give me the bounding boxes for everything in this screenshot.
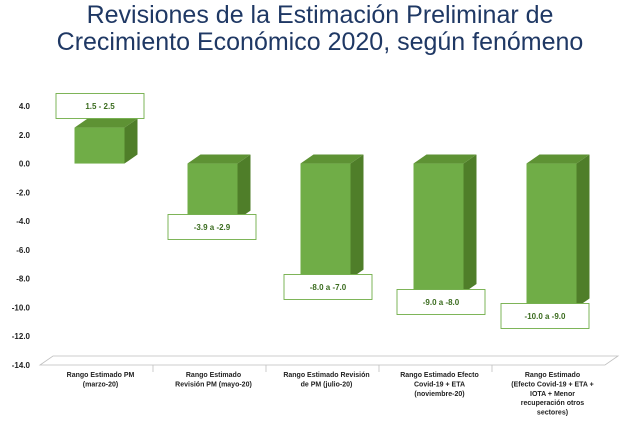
y-tick-label: 2.0 bbox=[19, 131, 31, 140]
bar-top bbox=[74, 118, 138, 128]
bar bbox=[187, 154, 251, 220]
bars-group bbox=[74, 118, 590, 308]
data-labels-group: 1.5 - 2.5 -3.9 a -2.9 -8.0 a -7.0 -9.0 a -8… bbox=[55, 93, 590, 329]
data-label-text: 1.5 - 2.5 bbox=[85, 102, 115, 111]
data-label: -8.0 a -7.0 bbox=[283, 274, 373, 300]
chart-title-line-2: Crecimiento Económico 2020, según fenóme… bbox=[56, 28, 584, 56]
y-tick-label: -8.0 bbox=[16, 275, 30, 284]
data-label-text: -3.9 a -2.9 bbox=[194, 223, 231, 232]
category-labels-group: Rango Estimado PM (marzo-20) Rango Estimad… bbox=[67, 372, 594, 417]
bar bbox=[300, 154, 364, 279]
chart-title: Revisiones de la Estimación Preliminar d… bbox=[0, 2, 640, 56]
data-label-box bbox=[500, 303, 590, 329]
data-label-box bbox=[396, 289, 486, 315]
y-tick-label: -10.0 bbox=[12, 303, 31, 312]
data-label: -3.9 a -2.9 bbox=[167, 214, 257, 240]
bar bbox=[413, 154, 477, 294]
chart-floor bbox=[38, 355, 620, 372]
bar bbox=[526, 154, 590, 308]
category-label: Rango Estimado Revisión PM (mayo-20) bbox=[175, 372, 252, 388]
floor-plane bbox=[38, 355, 620, 366]
bar bbox=[74, 118, 138, 164]
y-tick-label: -4.0 bbox=[16, 217, 30, 226]
bar-top bbox=[187, 154, 251, 164]
category-label: Rango Estimado Efecto Covid-19 + ETA (novi… bbox=[400, 372, 479, 398]
data-label-text: -10.0 a -9.0 bbox=[525, 312, 566, 321]
chart-title-line-1: Revisiones de la Estimación Preliminar d… bbox=[86, 1, 554, 29]
y-tick-label: -12.0 bbox=[12, 332, 31, 341]
y-tick-label: 4.0 bbox=[19, 102, 31, 111]
y-tick-label: 0.0 bbox=[19, 160, 31, 169]
data-label-box bbox=[167, 214, 257, 240]
category-label: Rango Estimado Revisión de PM (julio-20) bbox=[283, 372, 369, 388]
bar-front bbox=[526, 163, 577, 308]
data-label: -9.0 a -8.0 bbox=[396, 289, 486, 315]
bar-front bbox=[300, 163, 351, 279]
bar-side bbox=[576, 154, 590, 308]
category-label: Rango Estimado (Efecto Covid-19 + ETA + IO… bbox=[511, 372, 593, 417]
data-label: -10.0 a -9.0 bbox=[500, 303, 590, 329]
data-label: 1.5 - 2.5 bbox=[55, 93, 145, 119]
y-axis: 4.0 2.0 0.0 -2.0 -4.0 -6.0 -8.0 -10.0 -12.0 -14.0 bbox=[12, 102, 31, 370]
bar-side bbox=[237, 154, 251, 220]
y-tick-label: -14.0 bbox=[12, 361, 31, 370]
bar-top bbox=[300, 154, 364, 164]
data-label-box bbox=[283, 274, 373, 300]
data-label-box bbox=[55, 93, 145, 119]
bar-front bbox=[187, 163, 238, 220]
category-label: Rango Estimado PM (marzo-20) bbox=[67, 372, 135, 388]
bar-top bbox=[526, 154, 590, 164]
data-label-text: -9.0 a -8.0 bbox=[423, 298, 460, 307]
bar-front bbox=[74, 127, 125, 164]
y-tick-label: -2.0 bbox=[16, 188, 30, 197]
bar-side bbox=[124, 118, 138, 164]
data-label-text: -8.0 a -7.0 bbox=[310, 283, 347, 292]
bar-front bbox=[413, 163, 464, 294]
bar-side bbox=[463, 154, 477, 294]
y-tick-label: -6.0 bbox=[16, 246, 30, 255]
bar-side bbox=[350, 154, 364, 279]
bar-top bbox=[413, 154, 477, 164]
